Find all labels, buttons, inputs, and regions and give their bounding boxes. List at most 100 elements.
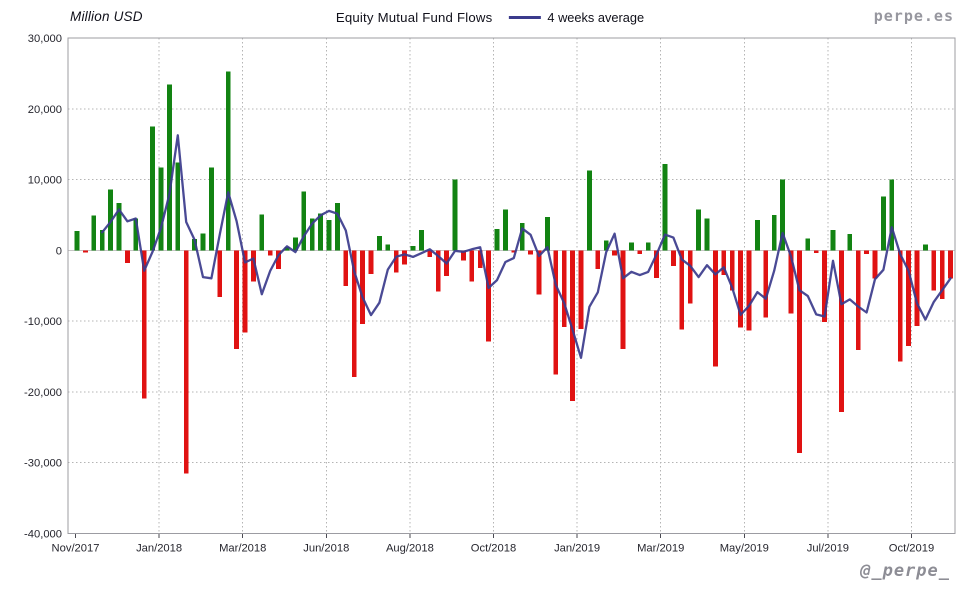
y-tick-label: -40,000	[24, 529, 62, 541]
outflow-bar	[83, 250, 88, 253]
outflow-bar	[276, 250, 281, 269]
inflow-bar	[200, 233, 206, 251]
y-tick-label: 10,000	[28, 175, 62, 187]
inflow-bar	[847, 234, 853, 251]
inflow-bar	[545, 217, 550, 251]
outflow-bar	[897, 250, 903, 362]
chart-title: Equity Mutual Fund Flows	[335, 10, 493, 25]
inflow-bar	[91, 215, 97, 251]
four-week-average-line	[101, 134, 952, 359]
outflow-bar	[360, 250, 365, 324]
outflow-bar	[242, 250, 248, 333]
inflow-bar	[629, 242, 634, 251]
title-bar: Equity Mutual Fund Flows 4 weeks average	[336, 10, 644, 25]
legend-label: 4 weeks average	[547, 10, 645, 25]
inflow-bar	[830, 229, 836, 251]
x-tick-label: Oct/2019	[889, 543, 934, 555]
inflow-bar	[923, 244, 928, 251]
inflow-bar	[519, 222, 525, 251]
y-tick-label: 0	[56, 245, 62, 257]
outflow-bar	[729, 250, 735, 291]
y-tick-label: -30,000	[24, 458, 62, 470]
outflow-bar	[797, 250, 802, 453]
inflow-bar	[881, 196, 886, 251]
x-tick-label: Oct/2018	[471, 543, 516, 555]
x-tick-label: Jul/2019	[807, 543, 849, 555]
outflow-bar	[141, 250, 147, 399]
inflow-bar	[335, 202, 340, 251]
outflow-bar	[813, 250, 819, 254]
outflow-bar	[671, 250, 676, 266]
inflow-bar	[259, 214, 265, 251]
outflow-bar	[746, 250, 752, 331]
y-tick-label: 30,000	[28, 33, 62, 45]
inflow-bar	[452, 179, 458, 251]
x-tick-label: Jan/2019	[554, 543, 600, 555]
outflow-bar	[511, 250, 517, 253]
inflow-bar	[696, 209, 701, 251]
watermark-site: perpe.es	[873, 7, 954, 25]
outflow-bar	[343, 250, 349, 286]
outflow-bar	[234, 250, 239, 349]
outflow-bar	[402, 250, 407, 265]
outflow-bar	[721, 250, 727, 276]
inflow-bar	[150, 126, 155, 251]
outflow-bar	[620, 250, 626, 349]
y-tick-label: -10,000	[24, 316, 62, 328]
inflow-bar	[410, 246, 416, 251]
x-tick-label: May/2019	[720, 543, 769, 555]
outflow-bar	[839, 250, 844, 412]
outflow-bar	[763, 250, 769, 318]
outflow-bar	[267, 250, 273, 256]
average-line-swatch-icon	[508, 16, 541, 19]
inflow-bar	[503, 209, 508, 251]
outflow-bar	[822, 250, 827, 322]
outflow-bar	[939, 250, 945, 300]
outflow-bar	[578, 250, 584, 329]
outflow-bar	[595, 250, 601, 269]
inflow-bar	[309, 218, 315, 251]
x-tick-label: Nov/2017	[52, 543, 100, 555]
outflow-bar	[855, 250, 861, 351]
outflow-bar	[183, 250, 189, 474]
x-tick-label: Jan/2018	[136, 543, 182, 555]
outflow-bar	[906, 250, 911, 346]
inflow-bar	[603, 240, 609, 251]
inflow-bar	[175, 162, 181, 251]
x-tick-label: Mar/2018	[219, 543, 266, 555]
outflow-bar	[461, 250, 466, 261]
outflow-bar	[528, 250, 533, 255]
watermark-handle: @_perpe_	[860, 561, 950, 581]
outflow-bar	[393, 250, 399, 273]
outflow-bar	[931, 250, 937, 291]
outflow-bar	[217, 250, 223, 298]
outflow-bar	[788, 250, 794, 314]
inflow-bar	[385, 244, 391, 251]
outflow-bar	[536, 250, 542, 295]
inflow-bar	[301, 191, 307, 251]
inflow-bar	[771, 215, 777, 251]
y-tick-label: 20,000	[28, 104, 62, 116]
y-axis-title: Million USD	[70, 9, 143, 24]
inflow-bar	[704, 218, 710, 251]
x-tick-label: Jun/2018	[303, 543, 349, 555]
inflow-bar	[377, 236, 382, 251]
outflow-bar	[679, 250, 685, 330]
outflow-bar	[486, 250, 491, 342]
outflow-bar	[469, 250, 475, 282]
inflow-bar	[209, 167, 214, 251]
inflow-bar	[326, 219, 332, 251]
inflow-bar	[889, 179, 895, 251]
y-tick-label: -20,000	[24, 387, 62, 399]
outflow-bar	[612, 250, 617, 256]
inflow-bar	[494, 229, 500, 251]
outflow-bar	[914, 250, 920, 327]
outflow-bar	[654, 250, 659, 278]
inflow-bar	[116, 202, 122, 251]
outflow-bar	[864, 250, 869, 254]
legend: 4 weeks average	[508, 10, 644, 25]
inflow-bar	[318, 213, 323, 251]
outflow-bar	[553, 250, 559, 375]
